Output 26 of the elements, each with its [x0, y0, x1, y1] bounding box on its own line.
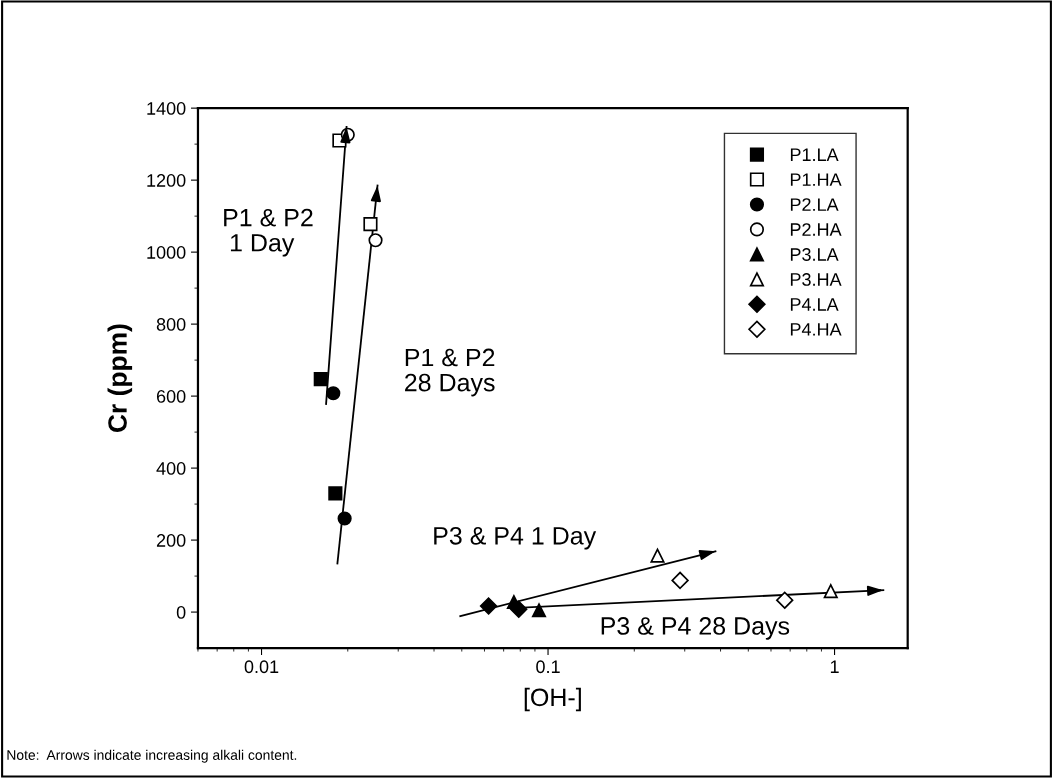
y-tick-label: 200	[156, 534, 186, 547]
annotation: P3 & P4 1 Day	[434, 526, 597, 550]
x-tick-label: 0.1	[536, 660, 560, 674]
y-tick-label: 1000	[147, 246, 186, 259]
legend-label: P4.LA	[790, 298, 839, 311]
annotation: P1 & P2 1 Day	[224, 208, 313, 257]
y-tick-label: 1400	[147, 102, 186, 115]
x-tick-label: 1	[830, 660, 839, 673]
y-tick-label: 400	[156, 462, 186, 475]
y-tick-label: 0	[176, 606, 186, 619]
y-tick-label: 1200	[147, 174, 186, 187]
legend-label: P4.HA	[790, 323, 842, 336]
text: Note: Arrows indicate increasing alkali content.	[7, 749, 297, 763]
legend-label: P2.HA	[790, 223, 842, 236]
legend-label: P1.LA	[790, 148, 839, 161]
legend-label: P3.LA	[790, 248, 839, 261]
y-tick-label: 800	[156, 318, 186, 331]
x-axis-title: [OH-]	[524, 687, 581, 712]
annotation: P1 & P2 28 Days	[405, 348, 495, 397]
legend-label: P3.HA	[790, 273, 842, 286]
legend-label: P2.LA	[790, 198, 839, 211]
legend-label: P1.HA	[790, 173, 842, 186]
annotation: P3 & P4 28 Days	[601, 617, 790, 640]
y-tick-label: 600	[156, 390, 186, 403]
x-tick-label: 0.01	[244, 660, 279, 674]
y-axis-title: Cr (ppm)	[107, 324, 133, 432]
